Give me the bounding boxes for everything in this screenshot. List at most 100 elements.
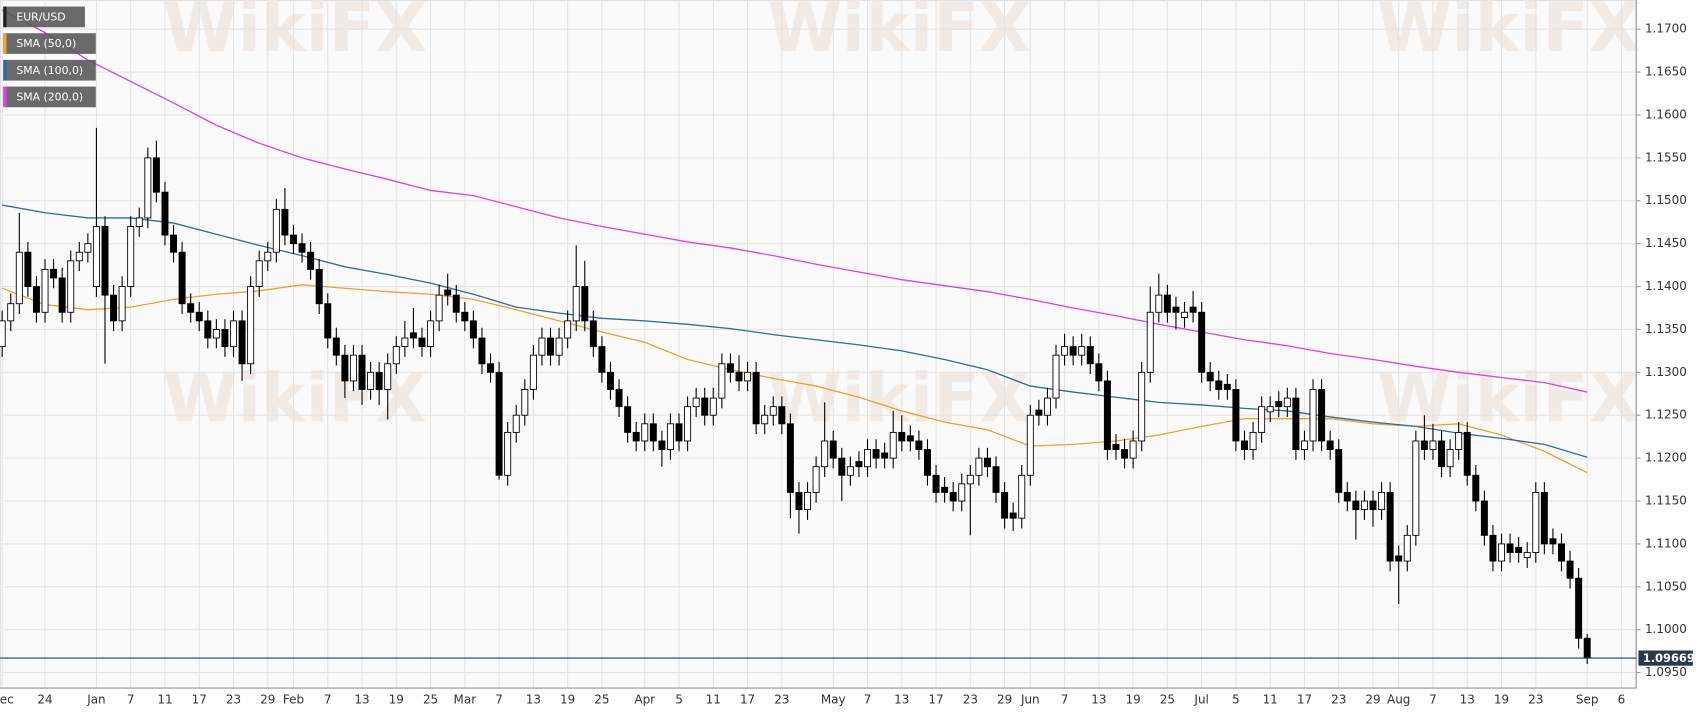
candle-body [769, 406, 777, 416]
candle-body [898, 431, 906, 442]
x-tick-label: 7 [127, 693, 135, 707]
candle-body [307, 251, 315, 270]
candle-body [1463, 431, 1471, 476]
candle-body [135, 217, 143, 227]
candle-body [1172, 306, 1180, 313]
x-tick-label: 23 [963, 693, 978, 707]
watermark: WikiFX [1377, 0, 1641, 67]
x-tick-label: 11 [1263, 693, 1278, 707]
candle-body [1198, 311, 1206, 373]
y-tick-label: 1.0950 [1645, 665, 1687, 679]
legend-label: SMA (50,0) [16, 37, 76, 50]
candle-body [435, 294, 443, 322]
candle-body [1498, 543, 1506, 562]
candle-body [1352, 500, 1360, 511]
candle-body [375, 371, 383, 390]
candle-body [1155, 294, 1163, 313]
candle-body [264, 251, 272, 262]
candle-body [15, 251, 23, 305]
x-tick-label: 5 [1232, 693, 1240, 707]
candle-body [1360, 500, 1368, 511]
y-tick-label: 1.1700 [1645, 22, 1687, 36]
watermarks: WikiFX WikiFX WikiFX WikiFX WikiFX WikiF… [163, 0, 1641, 437]
watermark: WikiFX [163, 358, 427, 437]
candle-body [872, 449, 880, 459]
candle-body [221, 329, 229, 348]
legend-box [3, 6, 85, 28]
candle-body [0, 320, 6, 348]
y-tick-label: 1.1000 [1645, 622, 1687, 636]
candle-body [152, 157, 160, 193]
x-tick-label: 11 [706, 693, 721, 707]
candle-body [444, 289, 452, 296]
candle-body [324, 303, 332, 339]
candle-body [384, 363, 392, 390]
candle-body [1489, 534, 1497, 562]
x-tick-label: 29 [1365, 693, 1380, 707]
candle-body [1138, 371, 1146, 442]
candle-body [1300, 440, 1308, 450]
candle-body [204, 320, 212, 339]
x-tick-label: 29 [260, 693, 275, 707]
candle-body [572, 286, 580, 322]
candle-body [1206, 371, 1214, 382]
candle-body [932, 474, 940, 493]
candle-body [512, 414, 520, 433]
candle-body [666, 423, 674, 450]
candle-body [701, 397, 709, 416]
candle-body [315, 268, 323, 305]
candle-body [1326, 440, 1334, 450]
candle-body [1335, 449, 1343, 493]
candle-body [983, 457, 991, 468]
y-tick-label: 1.1650 [1645, 65, 1687, 79]
x-tick-label: 23 [774, 693, 789, 707]
x-tick-label: 29 [997, 693, 1012, 707]
candle-body [1523, 552, 1531, 559]
candle-body [529, 354, 537, 390]
candle-body [409, 332, 417, 339]
x-tick-label: 13 [1460, 693, 1475, 707]
candle-body [1146, 311, 1154, 373]
candle-body [692, 397, 700, 408]
x-tick-label: 23 [1528, 693, 1543, 707]
candle-body [941, 486, 949, 493]
candle-body [1035, 409, 1043, 416]
candle-body [1318, 389, 1326, 442]
legend-box [3, 59, 96, 81]
candle-body [1078, 346, 1086, 356]
candle-body [906, 435, 914, 442]
watermark: WikiFX [767, 0, 1031, 67]
x-tick-label: 25 [594, 693, 609, 707]
grid [0, 0, 1637, 689]
x-tick-label: 7 [324, 693, 332, 707]
x-tick-label: 13 [526, 693, 541, 707]
y-tick-label: 1.1600 [1645, 107, 1687, 121]
candle-body [478, 337, 486, 365]
legend-label: SMA (100,0) [16, 64, 83, 77]
legend-box [3, 33, 96, 54]
candle-body [110, 294, 118, 322]
x-tick-label: 7 [864, 693, 872, 707]
legend-swatch [3, 33, 7, 54]
candle-body [658, 440, 666, 450]
watermark: WikiFX [1377, 358, 1641, 437]
candle-body [581, 286, 589, 322]
x-tick-label: May [821, 693, 846, 707]
watermark: WikiFX [163, 0, 427, 67]
candle-body [1420, 440, 1428, 450]
candle-body [1309, 389, 1317, 442]
x-tick-label: Aug [1387, 693, 1410, 707]
candle-body [958, 483, 966, 502]
legend-label: EUR/USD [16, 10, 65, 23]
candle-body [247, 286, 255, 365]
candle-body [795, 492, 803, 511]
candle-body [684, 406, 692, 442]
candle-body [615, 389, 623, 408]
candle-body [675, 423, 683, 442]
x-tick-label: 6 [1618, 693, 1626, 707]
candle-body [1378, 492, 1386, 511]
candle-body [1001, 492, 1009, 519]
candle-body [1266, 406, 1274, 413]
